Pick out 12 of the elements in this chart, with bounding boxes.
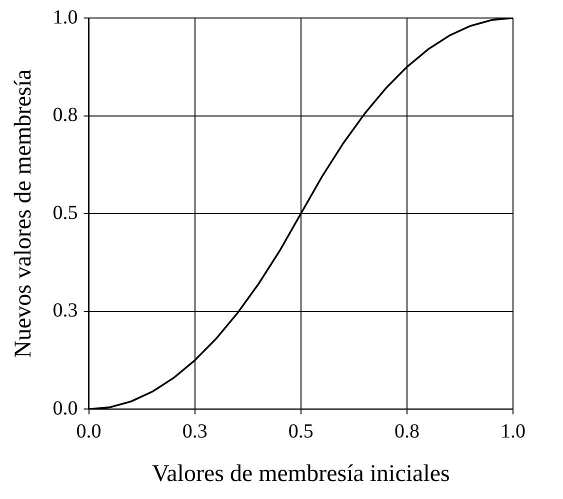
x-tick-label: 0.8 — [394, 420, 420, 442]
x-tick-label: 1.0 — [500, 420, 526, 442]
x-tick-label: 0.3 — [182, 420, 208, 442]
y-tick-label: 0.3 — [52, 300, 78, 322]
y-tick-label: 0.0 — [52, 397, 78, 420]
x-tick-label: 0.0 — [76, 420, 102, 442]
y-tick-label: 1.0 — [52, 6, 78, 28]
x-tick-label: 0.5 — [288, 420, 314, 442]
y-tick-label: 0.8 — [52, 104, 78, 126]
x-axis-title: Valores de membresía iniciales — [152, 460, 450, 487]
y-axis-title: Nuevos valores de membresía — [10, 68, 37, 358]
y-tick-label: 0.5 — [52, 202, 78, 224]
